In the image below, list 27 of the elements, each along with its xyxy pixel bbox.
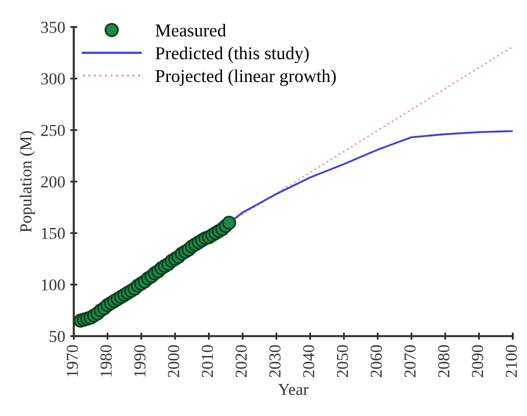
y-tick-label: 250 (41, 124, 65, 136)
x-tick-label: 2090 (472, 345, 484, 378)
x-tick-label: 2050 (336, 345, 348, 378)
point (222, 216, 236, 230)
y-tick-label: 50 (50, 330, 65, 342)
x-tick-label: 2030 (269, 345, 281, 378)
x-tick-label: 1970 (66, 345, 78, 376)
x-tick-label: 2000 (168, 345, 180, 378)
y-tick-label: 300 (41, 73, 65, 84)
x-tick-label: 2080 (438, 345, 450, 378)
x-tick-label: 1980 (100, 345, 112, 376)
legend-label: Projected (linear growth) (156, 69, 336, 86)
y-tick-label: 100 (42, 279, 65, 291)
x-axis-title: Year (278, 384, 308, 396)
x-tick-label: 2040 (303, 345, 314, 378)
y-tick-label: 200 (41, 176, 65, 188)
x-tick-label: 2070 (404, 345, 416, 378)
y-axis-title: Population (M) (20, 131, 35, 232)
x-tick-label: 2010 (202, 345, 214, 378)
legend-label: Measured (156, 24, 226, 37)
x-tick-label: 2100 (506, 345, 517, 378)
y-tick-label: 350 (41, 22, 65, 33)
x-tick-label: 2060 (370, 345, 382, 378)
legend-label: Predicted (this study) (156, 46, 309, 64)
x-tick-label: 1990 (134, 345, 146, 376)
x-tick-label: 2020 (236, 345, 247, 378)
y-tick-label: 150 (42, 228, 65, 240)
